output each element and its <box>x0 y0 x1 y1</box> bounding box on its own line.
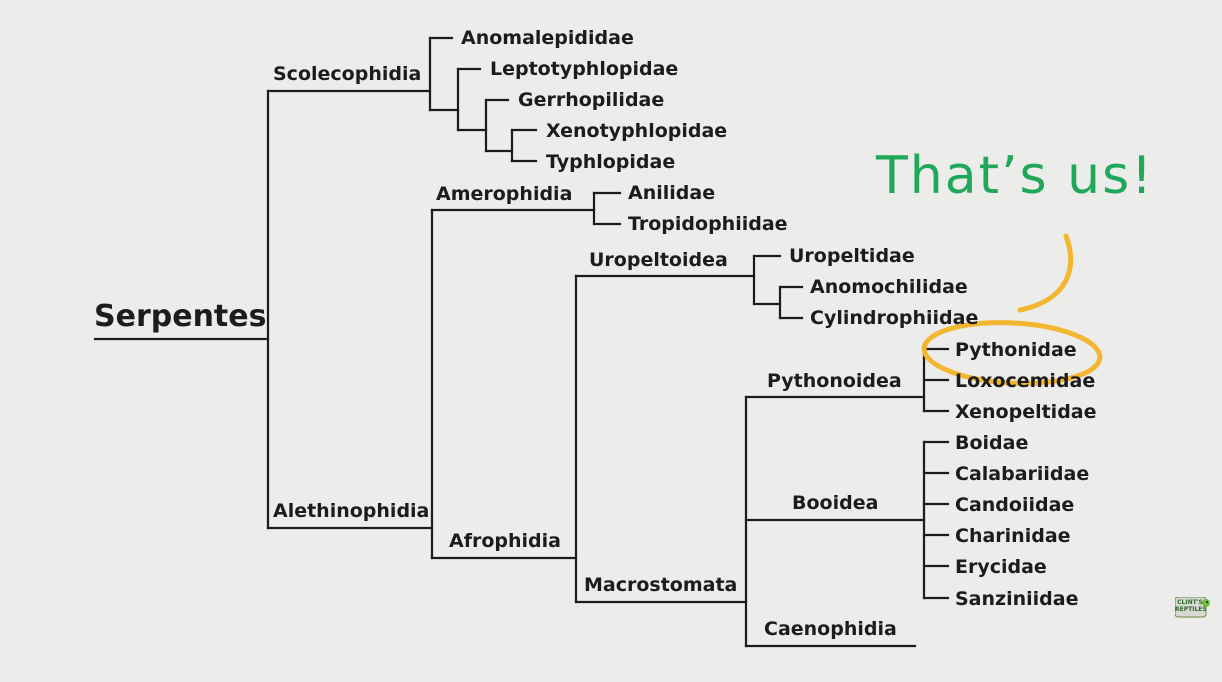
family-tropidophiidae: Tropidophiidae <box>628 213 788 235</box>
logo-text: CLINT'S REPTILES <box>1175 599 1207 613</box>
family-anilidae: Anilidae <box>628 182 716 204</box>
clade-afrophidia: Afrophidia <box>449 530 561 552</box>
clade-uropeltoidea: Uropeltoidea <box>589 249 728 271</box>
highlight-marker <box>921 233 1103 386</box>
tree-branches <box>93 36 950 648</box>
clade-caenophidia: Caenophidia <box>764 618 897 640</box>
family-anomalepididae: Anomalepididae <box>461 27 634 49</box>
clade-pythonoidea: Pythonoidea <box>767 370 902 392</box>
clade-macrostomata: Macrostomata <box>584 574 738 596</box>
family-erycidae: Erycidae <box>955 556 1047 578</box>
family-loxocemidae: Loxocemidae <box>955 370 1096 392</box>
root-label: Serpentes <box>94 299 267 334</box>
family-leptotyphlopidae: Leptotyphlopidae <box>490 58 679 80</box>
family-xenotyphlopidae: Xenotyphlopidae <box>546 120 728 142</box>
channel-logo: CLINT'S REPTILES <box>1174 596 1211 619</box>
annotation-text: That’s us! <box>876 146 1155 206</box>
family-anomochilidae: Anomochilidae <box>810 276 968 298</box>
clade-booidea: Booidea <box>792 492 879 514</box>
clade-alethinophidia: Alethinophidia <box>273 500 430 522</box>
family-sanziniidae: Sanziniidae <box>955 588 1079 610</box>
clade-scolecophidia: Scolecophidia <box>273 63 422 85</box>
clade-amerophidia: Amerophidia <box>436 183 573 205</box>
family-pythonidae: Pythonidae <box>955 339 1077 361</box>
family-candoiidae: Candoiidae <box>955 494 1075 516</box>
family-charinidae: Charinidae <box>955 525 1071 547</box>
family-boidae: Boidae <box>955 432 1029 454</box>
family-gerrhopilidae: Gerrhopilidae <box>518 89 665 111</box>
family-calabariidae: Calabariidae <box>955 463 1090 485</box>
chameleon-icon <box>1174 596 1210 618</box>
family-xenopeltidae: Xenopeltidae <box>955 401 1097 423</box>
family-typhlopidae: Typhlopidae <box>546 151 676 173</box>
family-uropeltidae: Uropeltidae <box>789 245 915 267</box>
family-cylindrophiidae: Cylindrophiidae <box>810 307 979 329</box>
